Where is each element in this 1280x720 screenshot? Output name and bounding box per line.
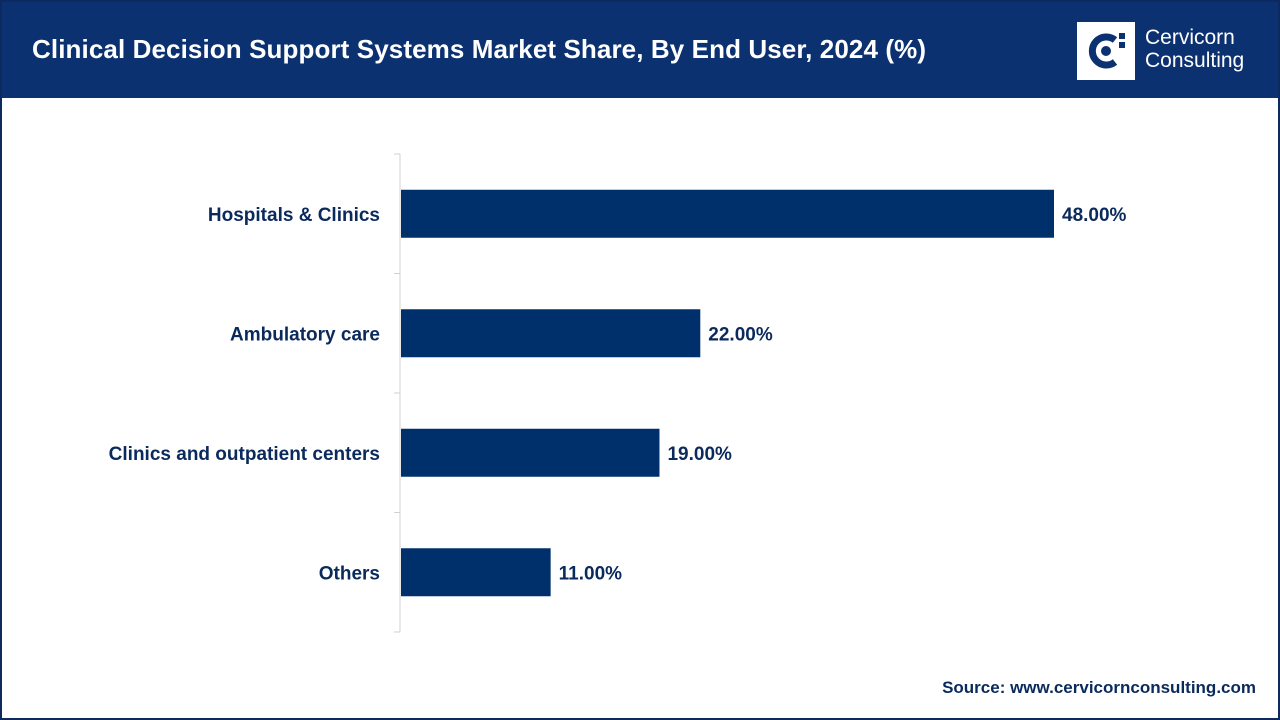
category-label: Others bbox=[319, 563, 380, 584]
logo-mark-icon bbox=[1077, 22, 1135, 80]
category-label: Hospitals & Clinics bbox=[208, 205, 380, 226]
header-banner: Clinical Decision Support Systems Market… bbox=[2, 2, 1278, 98]
logo-line-1: Cervicorn bbox=[1145, 26, 1235, 49]
value-label: 48.00% bbox=[1062, 205, 1127, 226]
bar bbox=[401, 309, 701, 358]
category-label: Clinics and outpatient centers bbox=[109, 444, 380, 465]
bar bbox=[401, 428, 660, 477]
bar-chart: Hospitals & Clinics 48.00% Ambulatory care… bbox=[109, 153, 1127, 633]
value-label: 19.00% bbox=[667, 444, 732, 465]
value-label: 22.00% bbox=[708, 324, 773, 345]
chart-title: Clinical Decision Support Systems Market… bbox=[32, 34, 927, 64]
logo-line-2: Consulting bbox=[1145, 49, 1245, 72]
source-note: Source: www.cervicornconsulting.com bbox=[942, 678, 1256, 697]
brand-logo: Cervicorn Consulting bbox=[1077, 20, 1267, 82]
bar bbox=[401, 548, 551, 597]
logo-text: Cervicorn Consulting bbox=[1145, 26, 1244, 72]
bar bbox=[401, 189, 1054, 238]
category-label: Ambulatory care bbox=[230, 324, 380, 345]
value-label: 11.00% bbox=[559, 563, 622, 584]
